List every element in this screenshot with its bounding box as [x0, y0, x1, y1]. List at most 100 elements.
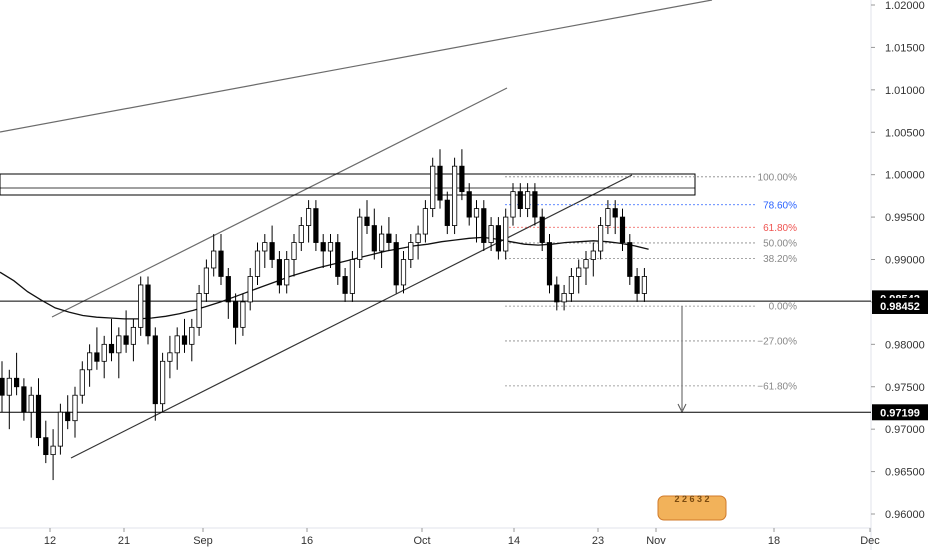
candle-body — [65, 411, 71, 422]
candle-body — [554, 284, 560, 303]
candle-body — [488, 225, 494, 243]
candle-body — [612, 208, 618, 218]
candle-body — [298, 225, 304, 243]
candle-body — [123, 335, 129, 345]
y-tick-label: 1.00500 — [885, 127, 925, 139]
candle-body — [495, 225, 502, 252]
y-tick-label: 0.98000 — [885, 339, 925, 351]
candle-body — [211, 250, 217, 269]
y-tick-label: 1.02000 — [885, 0, 925, 12]
moving-average — [0, 236, 649, 320]
candle-body — [284, 259, 290, 286]
x-tick-label: 18 — [768, 535, 780, 547]
candle-body — [218, 250, 224, 277]
candle-body — [619, 216, 626, 243]
candle-body — [400, 259, 407, 286]
y-tick-label: 0.99500 — [885, 212, 925, 224]
x-tick-label: Sep — [193, 535, 213, 547]
candle-body — [422, 208, 429, 235]
candle-body — [503, 216, 509, 252]
price-badge-label: 0.98452 — [880, 301, 920, 313]
candle-body — [269, 242, 275, 260]
y-tick-label: 1.00000 — [885, 170, 925, 182]
candle-body — [357, 216, 363, 260]
price-badge-label: 0.97199 — [880, 407, 920, 419]
candle-body — [159, 360, 166, 405]
candle-body — [473, 208, 480, 218]
candle-body — [108, 343, 115, 354]
candle-body — [247, 276, 253, 303]
fib-level-label: 38.20% — [763, 254, 797, 265]
candle-body — [101, 343, 107, 362]
time-axis[interactable]: 12 21 Sep 16 Oct 14 23 Nov 18 Dec — [44, 528, 880, 547]
fib-level-label: 61.80% — [763, 223, 797, 234]
candle-body — [94, 352, 100, 362]
candle-body — [349, 259, 356, 294]
candle-body — [21, 386, 27, 413]
drawings[interactable] — [0, 0, 713, 459]
fib-level-label: 78.60% — [763, 200, 797, 211]
watermark-logo: 2 2 6 3 2 — [657, 494, 727, 521]
fib-level-label: 0.00% — [769, 302, 797, 313]
candle-body — [444, 199, 450, 226]
candle-body — [605, 208, 611, 226]
resistance-zone-box[interactable] — [0, 173, 696, 196]
candle-body — [510, 191, 516, 218]
candle-body — [576, 267, 582, 277]
x-tick-label: 16 — [301, 535, 313, 547]
candle-body — [203, 267, 209, 294]
candle-body — [451, 165, 458, 226]
channel-support-line[interactable] — [70, 174, 633, 459]
candle-body — [386, 233, 392, 243]
y-tick-label: 0.96000 — [885, 509, 925, 521]
candle-body — [437, 165, 443, 201]
fib-level-label: −27.00% — [757, 336, 797, 347]
candle-body — [116, 335, 122, 354]
y-tick-label: 1.01000 — [885, 85, 925, 97]
candle-body — [174, 335, 180, 354]
candle-body — [152, 335, 158, 405]
price-badge — [872, 404, 928, 421]
y-tick-label: 1.01500 — [885, 42, 925, 54]
candle-body — [79, 369, 85, 396]
fibonacci-levels[interactable]: 100.00% 78.60% 61.80% 50.00% 38.20% 0.00% −27.… — [505, 172, 797, 392]
candle-body — [627, 242, 633, 277]
candle-body — [72, 394, 78, 422]
candle-body — [6, 377, 12, 396]
candle-body — [415, 233, 421, 243]
candle-body — [57, 411, 64, 447]
x-tick-label: 12 — [44, 535, 56, 547]
channel-resistance-line[interactable] — [51, 87, 508, 318]
candle-body — [254, 250, 261, 277]
candle-body — [525, 191, 531, 209]
candle-body — [430, 165, 436, 210]
x-tick-label: 23 — [592, 535, 604, 547]
candle-body — [240, 301, 246, 328]
candle-body — [590, 250, 596, 260]
candle-body — [320, 242, 326, 252]
candle-body — [196, 293, 202, 328]
upper-channel-line[interactable] — [0, 0, 713, 133]
candle-body — [225, 276, 231, 303]
watermark-badge — [657, 495, 727, 521]
candle-body — [43, 437, 49, 456]
candle-body — [561, 293, 567, 303]
candle-body — [276, 259, 283, 286]
candle-body — [87, 352, 93, 371]
candle-body — [393, 242, 399, 286]
candlestick-series — [0, 149, 648, 481]
y-tick-label: 0.96500 — [885, 467, 925, 479]
candle-body — [532, 191, 538, 218]
x-tick-label: Dec — [860, 535, 880, 547]
candle-body — [130, 326, 136, 345]
price-badge — [872, 297, 928, 314]
y-tick-label: 0.99000 — [885, 255, 925, 267]
candle-body — [459, 165, 465, 193]
candle-body — [408, 242, 414, 260]
y-tick-label: 0.97500 — [885, 382, 925, 394]
y-tick-label: 0.97000 — [885, 424, 925, 436]
candle-body — [35, 394, 42, 439]
candle-body — [342, 276, 348, 294]
